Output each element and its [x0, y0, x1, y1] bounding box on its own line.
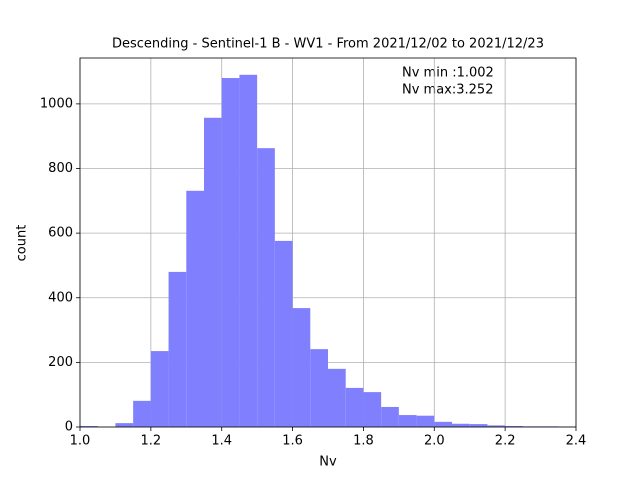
bar [292, 308, 311, 427]
bar [398, 415, 417, 427]
bar [115, 423, 134, 427]
bar [168, 271, 187, 427]
y-tick-label: 200 [48, 355, 73, 370]
bar [186, 190, 204, 427]
bar [345, 387, 364, 427]
x-tick-label: 2.0 [424, 434, 445, 449]
bar [80, 426, 98, 427]
bar [487, 425, 506, 427]
plot-frame [79, 57, 577, 428]
y-tick-label: 400 [48, 290, 73, 305]
bar [416, 415, 435, 427]
x-axis-label: Nv [319, 455, 337, 470]
bar [505, 426, 523, 427]
x-tick-label: 2.4 [566, 434, 587, 449]
bar [150, 351, 169, 427]
bar [434, 421, 452, 427]
x-tick-label: 1.6 [282, 434, 303, 449]
bar [328, 368, 346, 427]
bar [257, 148, 275, 428]
y-tick-label: 1000 [40, 96, 73, 111]
bar [363, 392, 382, 427]
bar [221, 78, 240, 428]
bar [310, 349, 328, 427]
bar [381, 406, 399, 427]
x-tick-label: 1.4 [211, 434, 232, 449]
annotation: Nv min :1.002 [402, 66, 494, 81]
annotation: Nv max:3.252 [402, 83, 493, 98]
bar [239, 74, 258, 428]
bar [274, 240, 293, 427]
bar [452, 423, 470, 427]
y-tick-label: 600 [48, 226, 73, 241]
x-tick-label: 1.8 [353, 434, 374, 449]
y-tick-label: 0 [65, 420, 73, 435]
bar [133, 400, 151, 427]
x-tick-label: 1.2 [141, 434, 162, 449]
chart-title: Descending - Sentinel-1 B - WV1 - From 2… [112, 37, 544, 52]
x-tick-label: 1.0 [70, 434, 91, 449]
bar [204, 117, 222, 428]
x-tick-label: 2.2 [495, 434, 516, 449]
y-tick-label: 800 [48, 161, 73, 176]
y-axis-label: count [15, 225, 30, 262]
bar [469, 424, 488, 427]
